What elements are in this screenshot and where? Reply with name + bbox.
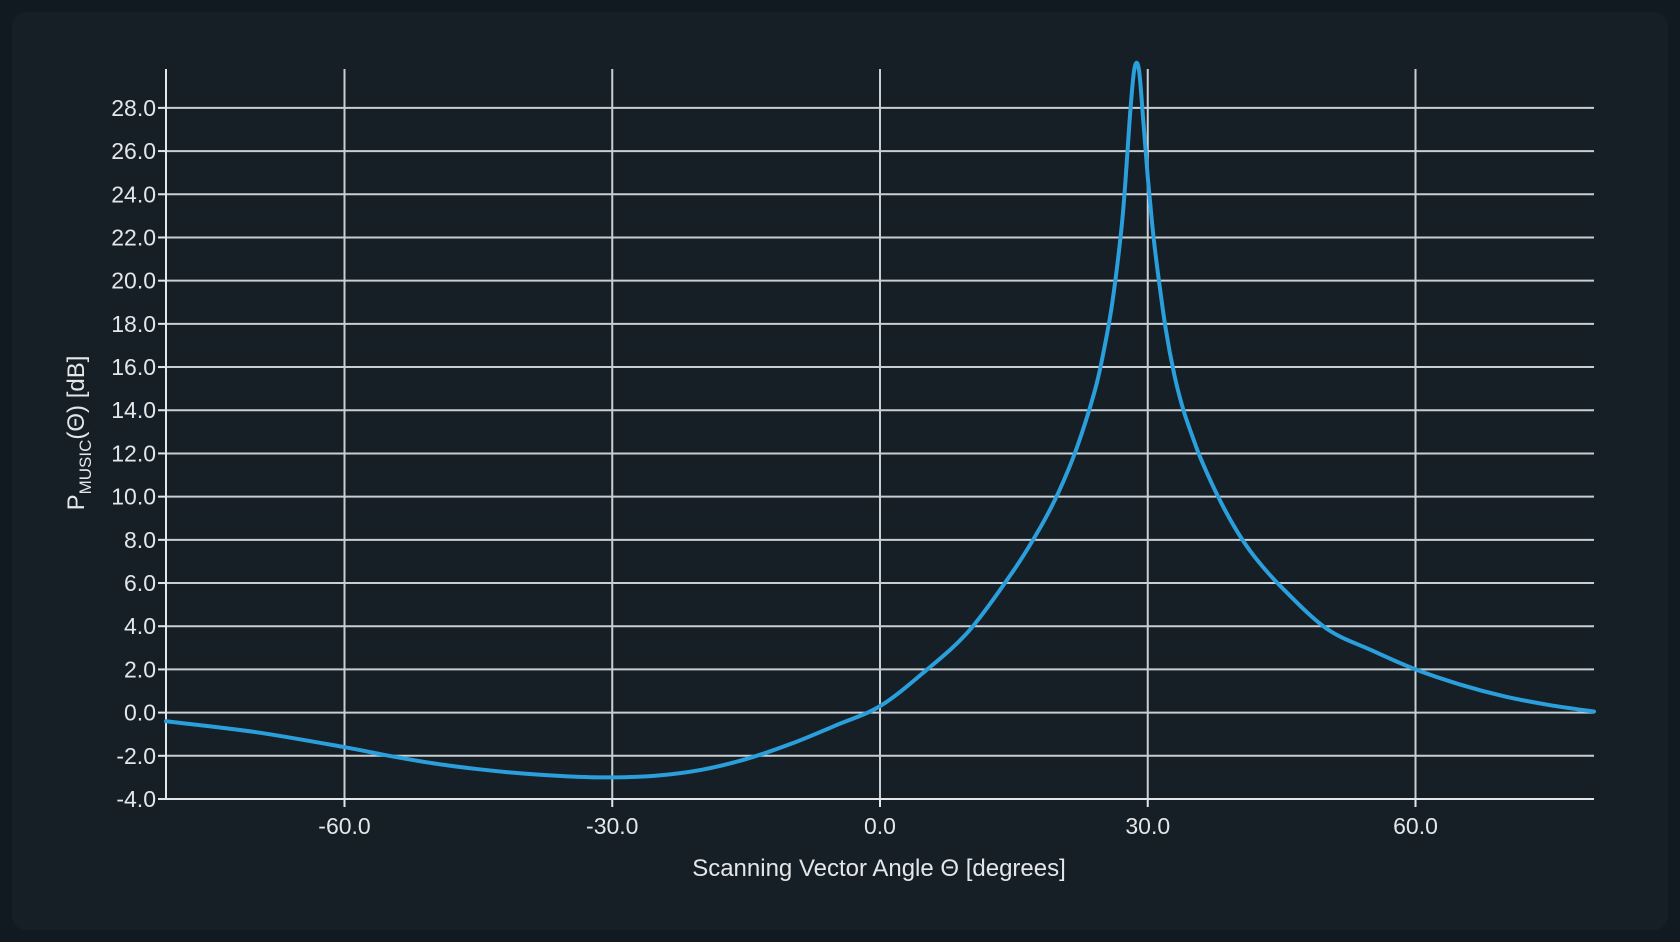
y-tick-label: 26.0 — [111, 138, 156, 164]
y-tick-label: 12.0 — [111, 440, 156, 466]
x-axis-title: Scanning Vector Angle Θ [degrees] — [692, 855, 1066, 882]
x-tick-label: 0.0 — [864, 813, 896, 839]
y-axis-title-suffix: (Θ) [dB] — [63, 356, 90, 440]
grid-layer — [166, 69, 1594, 799]
y-tick-label: 18.0 — [111, 311, 156, 337]
y-tick-label: 20.0 — [111, 268, 156, 294]
series-layer — [164, 60, 1596, 780]
x-tick-label: -60.0 — [318, 813, 370, 839]
y-tick-label: 22.0 — [111, 224, 156, 250]
y-axis-title-main: P — [63, 494, 90, 510]
y-tick-label: -4.0 — [116, 786, 156, 812]
y-tick-label: 16.0 — [111, 354, 156, 380]
x-tick-labels: -60.0 -30.0 0.0 30.0 60.0 — [318, 813, 1438, 839]
y-tick-labels: -4.0 -2.0 0.0 2.0 4.0 6.0 8.0 10.0 12.0 14.0 16.0 1… — [111, 95, 156, 812]
y-axis-title-subscript: MUSIC — [76, 440, 95, 495]
y-tick-label: 8.0 — [124, 527, 156, 553]
y-tick-label: 14.0 — [111, 397, 156, 423]
x-tick-label: -30.0 — [586, 813, 638, 839]
y-axis-title: PMUSIC(Θ) [dB] — [63, 356, 95, 511]
axis-layer — [158, 69, 1594, 807]
y-tick-label: -2.0 — [116, 743, 156, 769]
y-tick-label: 4.0 — [124, 613, 156, 639]
y-tick-label: 2.0 — [124, 656, 156, 682]
y-tick-label: 6.0 — [124, 570, 156, 596]
x-tick-label: 30.0 — [1125, 813, 1170, 839]
series-line-0 — [164, 60, 1596, 780]
y-tick-label: 0.0 — [124, 700, 156, 726]
x-tick-label: 60.0 — [1393, 813, 1438, 839]
y-tick-label: 10.0 — [111, 484, 156, 510]
chart-panel — [12, 12, 1668, 930]
y-tick-label: 24.0 — [111, 181, 156, 207]
y-tick-label: 28.0 — [111, 95, 156, 121]
